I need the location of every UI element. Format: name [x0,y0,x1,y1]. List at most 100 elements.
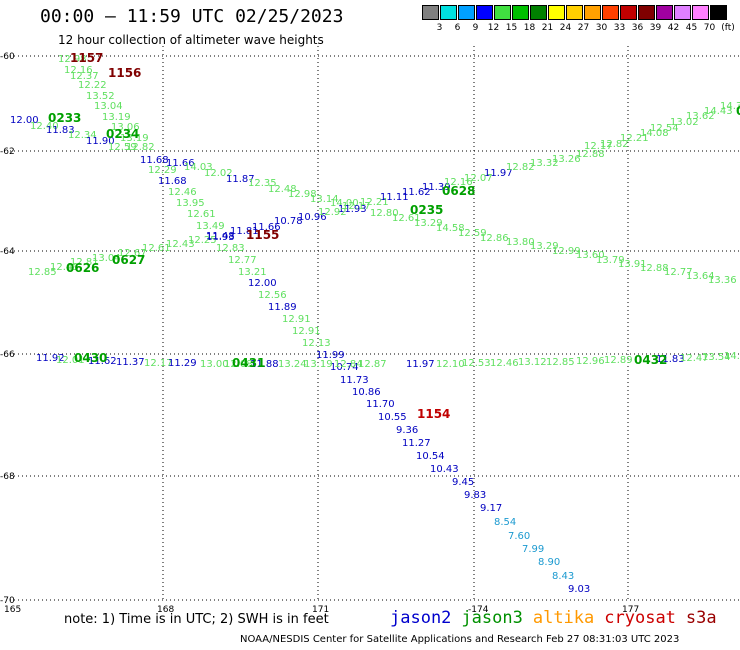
wave-height-label: 12.85 [28,267,57,278]
wave-height-label: 11.48 [206,231,235,242]
wave-height-label: 12.77 [228,255,257,266]
time-labels: 1157 1156 0233 0234 1155 0628 0235 0626 0627 0430… [48,51,740,421]
pass-time-label: 0432 [634,353,667,367]
legend-label: 3 [436,23,443,33]
wave-height-label: 12.61 [142,243,171,254]
wave-height-label: 12.61 [392,213,421,224]
legend-label: 12 [487,23,500,33]
legend-label: 15 [505,23,518,33]
wave-height-label: 9.17 [480,503,502,514]
latitude-tick-label: -64 [0,247,15,257]
wave-height-label: 12.88 [640,263,669,274]
wave-height-label: 14.08 [640,128,669,139]
wave-height-label: 12.82 [126,142,155,153]
wave-height-label: 10.78 [274,216,303,227]
wave-height-label: 12.91 [282,314,311,325]
pass-time-label: 06 [736,104,740,118]
wave-height-label: 12.98 [288,189,317,200]
pass-time-label: 0235 [410,203,443,217]
wave-height-label: 12.54 [650,123,679,134]
wave-height-label: 13.04 [94,101,123,112]
track-a: 12.9812.1612.3712.2213.5213.0413.1913.06… [58,54,590,595]
wave-height-label: 11.93 [206,232,235,243]
wave-height-label: 12.22 [78,80,107,91]
wave-height-label: 12.59 [108,142,137,153]
wave-height-label: 13.06 [111,122,140,133]
pass-time-label: 0431 [232,356,265,370]
legend-label: 70 [703,23,716,33]
wave-height-label: 13.19 [102,112,131,123]
legend-swatch [458,5,475,20]
longitude-tick-label: 165 [4,605,21,615]
wave-height-label: 13.49 [196,221,225,232]
wave-height-label: 14.58 [436,223,465,234]
wave-height-label: 10.74 [330,362,359,373]
wave-height-label: 12.34 [68,130,97,141]
wave-height-label: 9.03 [568,584,590,595]
wave-height-label: 13.95 [176,198,205,209]
legend-label: 30 [595,23,608,33]
wave-height-label: 12.17 [342,201,371,212]
wave-height-label: 12.16 [444,177,473,188]
legend-swatch [638,5,655,20]
pass-time-label: 0234 [106,127,139,141]
wave-height-label: 11.88 [250,359,279,370]
wave-height-label: 12.53 [462,358,491,369]
wave-height-label: 13.91 [618,259,647,270]
map-grid [10,46,740,601]
wave-height-label: 11.90 [86,136,115,147]
wave-height-label: 12.81 [70,257,99,268]
wave-height-label: 12.86 [480,233,509,244]
wave-height-label: 12.59 [458,228,487,239]
wave-height-label: 12.43 [166,239,195,250]
wave-height-label: 12.61 [187,209,216,220]
pass-time-label: 1156 [108,66,141,80]
wave-height-label: 11.66 [166,158,195,169]
wave-height-label: 12.85 [546,357,575,368]
wave-height-label: 12.99 [552,246,581,257]
wave-height-label: 12.67 [118,248,147,259]
wave-height-label: 11.62 [402,187,431,198]
wave-height-label: 12.48 [268,184,297,195]
page-title: 00:00 – 11:59 UTC 02/25/2023 [40,6,344,27]
satellite-name: jason2 [390,608,452,628]
wave-height-label: 12.35 [248,178,277,189]
wave-height-label: 7.60 [508,531,530,542]
wave-height-label: 12.40 [30,121,59,132]
wave-height-label: 10.54 [416,451,445,462]
satellite-name: altika [532,608,595,628]
legend-unit: (ft) [721,23,735,33]
wave-height-label: 8.43 [552,571,574,582]
wave-height-label: 13.21 [238,267,267,278]
legend-label: 45 [685,23,698,33]
wave-height-label: 11.68 [158,176,187,187]
wave-height-label: 13.26 [552,154,581,165]
wave-height-label: 13.29 [530,241,559,252]
wave-height-label: 11.11 [380,192,409,203]
page-subtitle: 12 hour collection of altimeter wave hei… [58,33,324,47]
satellite-legend: jason2 jason3 altika cryosat s3a [390,608,727,628]
wave-height-label: 10.43 [430,464,459,475]
wave-height-label: 11.39 [422,182,451,193]
pass-time-label: 0627 [112,253,145,267]
wave-height-label: 13.12 [518,357,547,368]
wave-height-label: 12.29 [148,165,177,176]
footer-credit: NOAA/NESDIS Center for Satellite Applica… [240,634,680,645]
legend-swatch [692,5,709,20]
pass-time-label: 1157 [70,51,103,65]
pass-time-label: 0628 [442,184,475,198]
wave-height-label: 13.04 [92,253,121,264]
wave-height-label: 12.43 [50,262,79,273]
legend-swatch [530,5,547,20]
wave-height-label: 12.17 [144,358,173,369]
wave-height-label: 11.83 [656,354,685,365]
wave-height-label: 11.81 [230,226,259,237]
legend-label: 21 [541,23,554,33]
wave-height-label: 11.83 [46,125,75,136]
legend-swatch [476,5,493,20]
wave-height-label: 12.10 [436,359,465,370]
track-c: 12.8512.4312.8113.0412.6712.6112.4312.25… [28,101,740,278]
wave-height-label: 14.00 [330,198,359,209]
